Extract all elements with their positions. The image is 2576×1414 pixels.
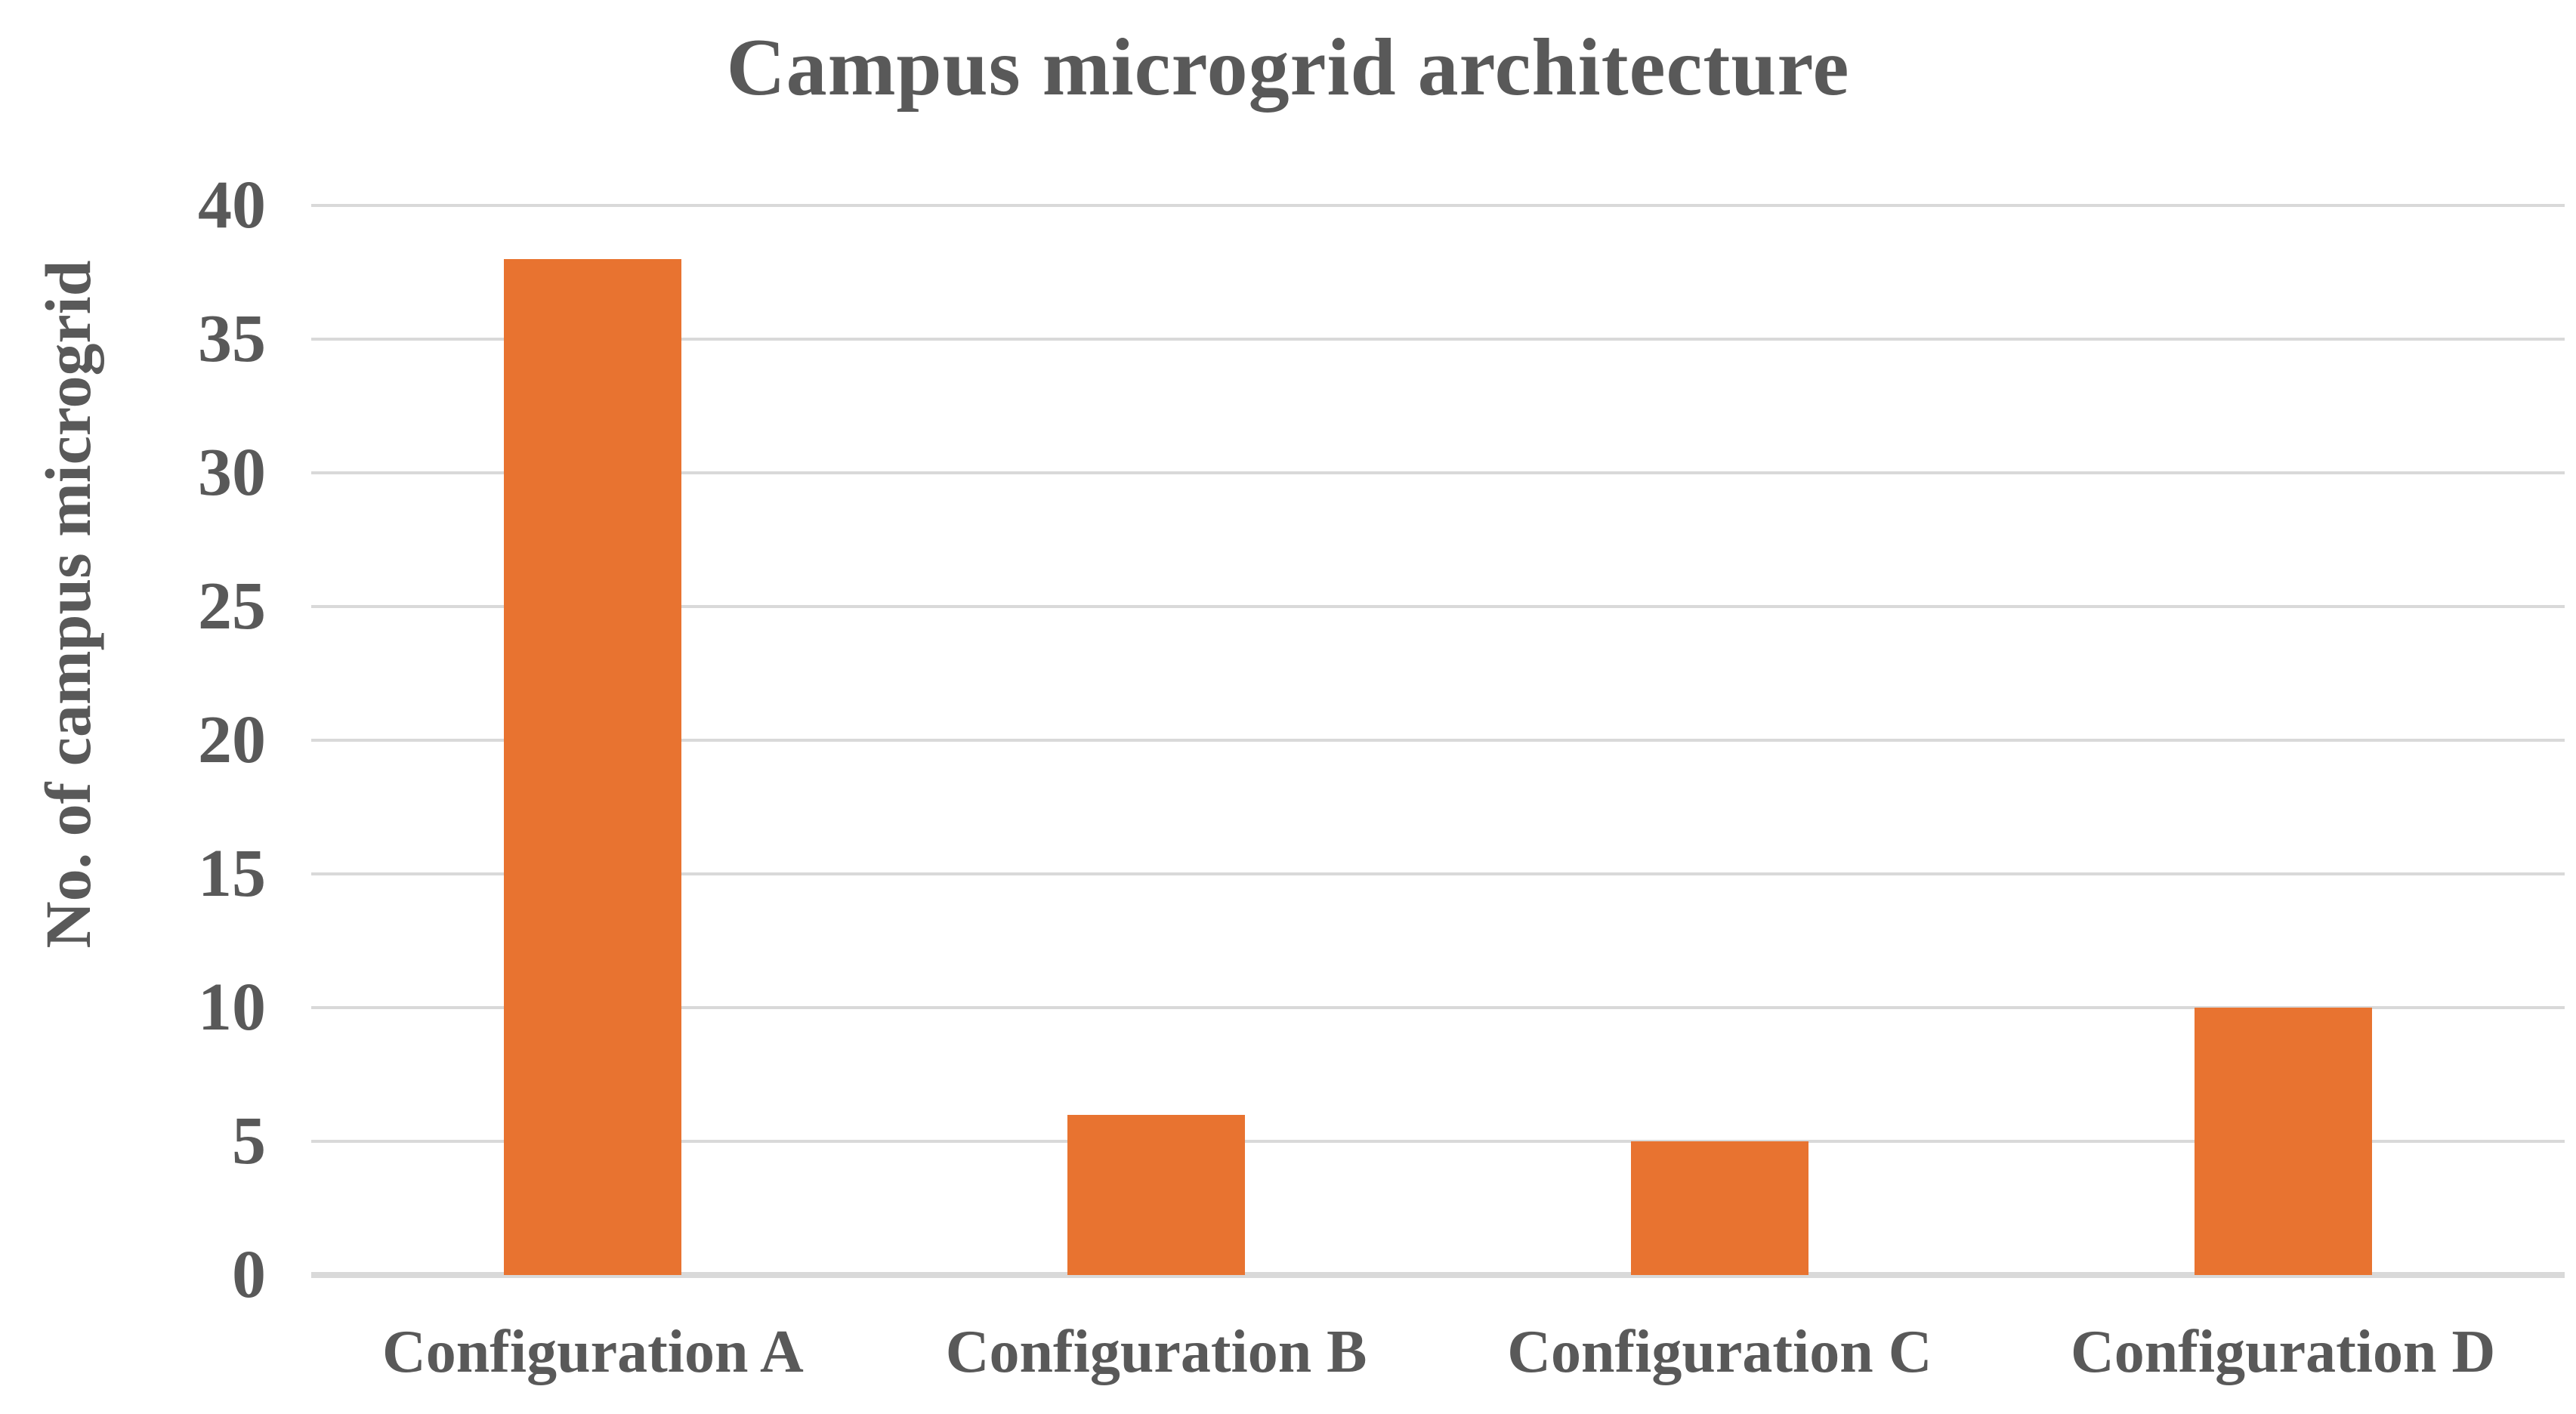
ytick-label-25: 25 [198,569,266,644]
ytick-label-5: 5 [232,1104,266,1178]
gridline-15 [311,872,2565,875]
gridline-30 [311,471,2565,474]
ytick-label-40: 40 [198,168,266,242]
ytick-label-20: 20 [198,702,266,777]
gridline-5 [311,1140,2565,1143]
x-label-configuration-b: Configuration B [945,1319,1367,1385]
chart-title: Campus microgrid architecture [726,23,1850,113]
x-label-configuration-c: Configuration C [1507,1319,1932,1385]
gridline-20 [311,739,2565,742]
ytick-label-15: 15 [198,836,266,911]
ytick-label-10: 10 [198,970,266,1045]
gridline-0 [311,1272,2565,1278]
ytick-label-0: 0 [232,1237,266,1312]
bar-configuration-a [504,258,682,1275]
bar-configuration-d [2194,1008,2372,1275]
gridline-10 [311,1006,2565,1009]
x-label-configuration-a: Configuration A [381,1319,804,1385]
gridline-35 [311,338,2565,341]
bar-configuration-c [1630,1141,1808,1275]
gridline-25 [311,605,2565,608]
ytick-label-35: 35 [198,301,266,376]
plot-area [311,204,2565,1278]
ytick-label-30: 30 [198,435,266,510]
bar-configuration-b [1067,1114,1246,1275]
x-label-configuration-d: Configuration D [2070,1319,2496,1385]
gridline-40 [311,204,2565,207]
